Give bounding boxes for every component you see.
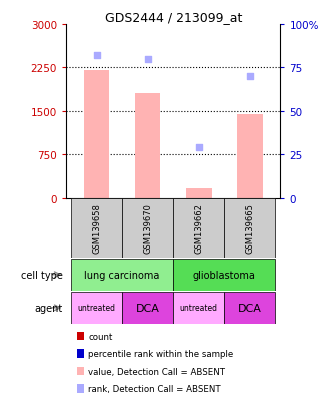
- Bar: [173, 259, 276, 291]
- Bar: [122, 198, 173, 258]
- Bar: [71, 292, 122, 324]
- Text: GSM139670: GSM139670: [143, 203, 152, 254]
- Bar: [186, 188, 212, 198]
- Text: untreated: untreated: [78, 304, 116, 313]
- Bar: [77, 349, 84, 358]
- Point: [196, 145, 201, 151]
- Point: [145, 56, 150, 63]
- Text: GSM139658: GSM139658: [92, 203, 101, 254]
- Text: DCA: DCA: [136, 303, 160, 313]
- Bar: [173, 198, 224, 258]
- Bar: [224, 198, 276, 258]
- Bar: [77, 332, 84, 340]
- Text: glioblastoma: glioblastoma: [193, 270, 256, 280]
- Text: GSM139665: GSM139665: [246, 203, 254, 254]
- Text: agent: agent: [34, 303, 63, 313]
- Bar: [122, 292, 173, 324]
- Text: value, Detection Call = ABSENT: value, Detection Call = ABSENT: [88, 367, 225, 376]
- Title: GDS2444 / 213099_at: GDS2444 / 213099_at: [105, 11, 242, 24]
- Bar: [135, 94, 160, 198]
- Text: rank, Detection Call = ABSENT: rank, Detection Call = ABSENT: [88, 384, 221, 393]
- Text: percentile rank within the sample: percentile rank within the sample: [88, 349, 234, 358]
- Bar: [84, 71, 110, 198]
- Point: [94, 53, 99, 59]
- Text: untreated: untreated: [180, 304, 218, 313]
- Text: GSM139662: GSM139662: [194, 203, 203, 254]
- Point: [247, 74, 252, 80]
- Bar: [77, 367, 84, 375]
- Bar: [173, 292, 224, 324]
- Bar: [71, 259, 173, 291]
- Text: DCA: DCA: [238, 303, 262, 313]
- Bar: [224, 292, 276, 324]
- Text: lung carcinoma: lung carcinoma: [84, 270, 160, 280]
- Bar: [237, 114, 263, 198]
- Text: count: count: [88, 332, 113, 341]
- Text: cell type: cell type: [21, 270, 63, 280]
- Bar: [77, 384, 84, 392]
- Bar: [71, 198, 122, 258]
